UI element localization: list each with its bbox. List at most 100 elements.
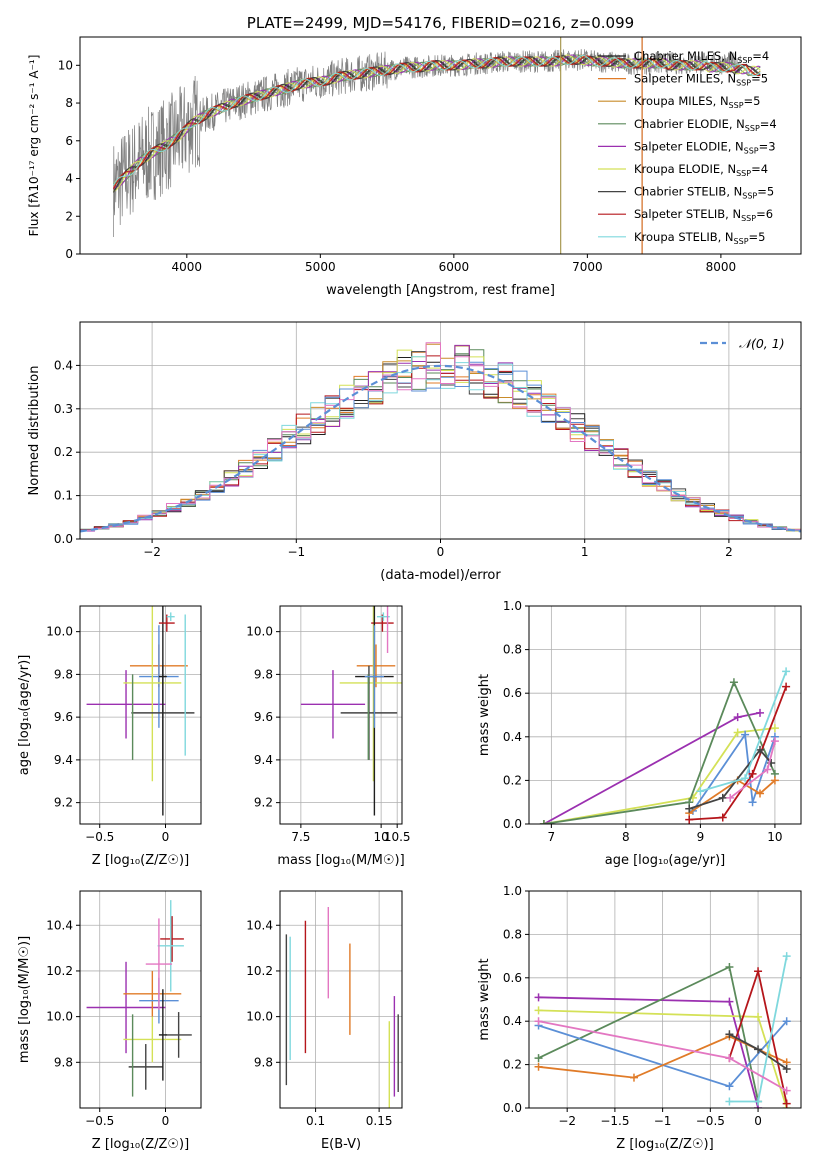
x-tick-label: 0: [437, 545, 445, 559]
x-axis-label: Z [log₁₀(Z/Z☉)]: [92, 1137, 189, 1152]
age-vs-z-data: [86, 606, 195, 816]
x-tick-label: 7000: [572, 260, 603, 274]
weight-marker: [754, 1012, 763, 1021]
x-tick-label: 5000: [305, 260, 336, 274]
legend-label: Kroupa ELODIE, NSSP=4: [634, 162, 768, 178]
y-tick-label: 0.1: [54, 489, 73, 503]
age-vs-mass-data: [300, 606, 402, 816]
weight-marker: [770, 724, 779, 733]
x-axis-label: E(B-V): [321, 1137, 361, 1152]
weight-marker: [733, 728, 742, 737]
y-tick-label: 8: [65, 96, 73, 110]
weight-marker: [725, 962, 734, 971]
x-axis-label: wavelength [Angstrom, rest frame]: [326, 283, 555, 298]
weight-marker: [770, 737, 779, 746]
x-tick-label: 8000: [706, 260, 737, 274]
legend-label: Kroupa STELIB, NSSP=5: [634, 230, 765, 246]
x-tick-label: 6000: [439, 260, 470, 274]
y-axis-label: mass [log₁₀(M/M☉)]: [17, 936, 32, 1063]
spectrum-data: [112, 37, 761, 254]
weight-marker: [534, 1017, 543, 1026]
weight-marker: [782, 1099, 791, 1108]
weight-series: [689, 686, 787, 821]
weight-marker: [725, 997, 734, 1006]
x-tick-label: 8: [622, 830, 630, 844]
x-tick-label: 10.5: [384, 830, 411, 844]
axes-frame: [279, 605, 403, 825]
y-tick-label: 0.0: [54, 532, 73, 546]
x-tick-label: −2: [143, 545, 161, 559]
x-tick-label: 7: [548, 830, 556, 844]
legend-label: Salpeter ELODIE, NSSP=3: [634, 139, 776, 155]
y-tick-label: 0.2: [503, 773, 522, 787]
mass-vs-z-panel: −0.5 0 9.8 10.0 10.2 10.4 Z [log₁₀(Z/Z☉)] mass …: [17, 890, 202, 1152]
x-tick-label: 0.1: [306, 1114, 325, 1128]
weight-marker: [782, 682, 791, 691]
x-axis-label: age [log₁₀(age/yr)]: [605, 853, 726, 868]
weight-marker: [748, 798, 757, 807]
x-tick-label: 1: [581, 545, 589, 559]
weight-marker: [725, 1030, 734, 1039]
weight-marker: [534, 1006, 543, 1015]
y-tick-label: 0.2: [54, 445, 73, 459]
weight-marker: [770, 776, 779, 785]
y-axis-label: mass weight: [477, 674, 492, 756]
x-tick-label: −0.5: [696, 1114, 725, 1128]
spectrum-legend: Chabrier MILES, NSSP=4 Salpeter MILES, NS…: [598, 49, 777, 246]
y-tick-label: 9.8: [254, 1055, 273, 1069]
y-tick-label: 0.4: [503, 730, 522, 744]
y-tick-label: 1.0: [503, 599, 522, 613]
y-tick-label: 9.6: [54, 710, 73, 724]
y-tick-label: 9.2: [54, 796, 73, 810]
x-tick-label: 9: [697, 830, 705, 844]
model-spectrum: [112, 55, 761, 190]
weight-marker: [748, 769, 757, 778]
x-tick-label: −1: [287, 545, 305, 559]
legend-label: Chabrier ELODIE, NSSP=4: [634, 117, 777, 133]
spectrum-panel: 4000 5000 6000 7000 8000 0 2 4 6 8 10 PLATE=2499, M…: [27, 14, 802, 298]
x-axis-label: (data-model)/error: [380, 568, 501, 583]
y-tick-label: 9.8: [254, 667, 273, 681]
weight-marker: [685, 804, 694, 813]
y-tick-label: 10.2: [46, 964, 73, 978]
weight-marker: [685, 815, 694, 824]
y-tick-label: 9.4: [54, 753, 73, 767]
y-tick-label: 0.8: [503, 927, 522, 941]
weight-marker: [534, 1062, 543, 1071]
y-tick-label: 9.8: [54, 1055, 73, 1069]
weight-marker: [782, 1064, 791, 1073]
weight-marker: [741, 730, 750, 739]
weight-marker: [729, 678, 738, 687]
axes-frame: [528, 605, 802, 825]
x-tick-label: 10: [373, 830, 388, 844]
y-tick-label: 0: [65, 247, 73, 261]
weight-marker: [754, 1045, 763, 1054]
weight-marker: [782, 667, 791, 676]
legend-label: Kroupa MILES, NSSP=5: [634, 94, 760, 110]
weight-marker: [756, 745, 765, 754]
x-tick-label: −1.5: [600, 1114, 629, 1128]
y-tick-label: 10.0: [46, 625, 73, 639]
weight-marker: [763, 765, 772, 774]
y-tick-label: 9.6: [254, 710, 273, 724]
y-tick-label: 0.3: [54, 402, 73, 416]
axes-frame: [279, 890, 403, 1109]
legend-label: Chabrier STELIB, NSSP=5: [634, 185, 774, 201]
weight-series: [688, 748, 772, 810]
legend-label: Salpeter STELIB, NSSP=6: [634, 207, 773, 223]
weight-marker: [718, 813, 727, 822]
weight-marker: [756, 789, 765, 798]
x-axis-label: Z [log₁₀(Z/Z☉)]: [92, 853, 189, 868]
y-tick-label: 9.2: [254, 796, 273, 810]
weight-marker: [725, 1054, 734, 1063]
x-tick-label: 0: [754, 1114, 762, 1128]
weight-marker: [782, 1017, 791, 1026]
x-tick-label: 7.5: [291, 830, 310, 844]
observed-spectrum: [113, 49, 741, 238]
y-tick-label: 0.0: [503, 817, 522, 831]
y-axis-label: age [log₁₀(age/yr)]: [17, 655, 32, 776]
x-tick-label: −0.5: [85, 1114, 114, 1128]
x-tick-label: 0.15: [366, 1114, 393, 1128]
legend-label: 𝒩(0, 1): [739, 336, 785, 351]
